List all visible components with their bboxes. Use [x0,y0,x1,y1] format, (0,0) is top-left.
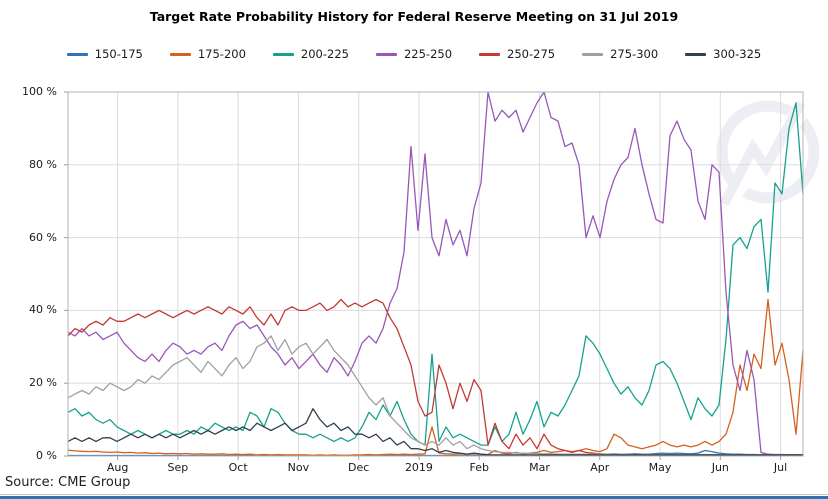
legend-item-150-175[interactable]: 150-175 [66,47,143,61]
page-title: Target Rate Probability History for Fede… [149,9,679,24]
x-axis-label: Apr [590,461,610,474]
plot-border [67,91,804,457]
x-axis-label: Jun [711,461,729,474]
legend-item-300-325[interactable]: 300-325 [685,47,761,61]
y-axis-tick-label: 20 % [29,376,57,390]
x-axis-label: Mar [529,461,550,474]
legend-swatch [272,52,294,56]
x-axis-label: Sep [167,461,189,474]
legend-item-175-200[interactable]: 175-200 [169,47,246,61]
legend-swatch [582,52,604,56]
x-axis-label: Aug [106,461,129,474]
legend-label: 175-200 [197,47,246,61]
y-axis-tick-label: 100 % [22,85,57,98]
series-line-225-250 [67,91,804,456]
legend-swatch [479,52,501,56]
legend-label: 200-225 [300,47,349,61]
legend-swatch [66,52,88,56]
x-axis-label: Jul [773,461,788,474]
legend-label: 225-250 [403,47,453,61]
legend-label: 150-175 [94,47,143,61]
legend-item-225-250[interactable]: 225-250 [375,47,453,61]
footer-divider [0,494,828,495]
legend-label: 250-275 [507,47,556,61]
legend-label: 300-325 [713,47,762,61]
legend-swatch [685,52,707,56]
bottom-accent-bar [0,496,828,499]
series-line-175-200 [67,298,804,456]
source-text: Source: CME Group [5,475,131,490]
legend-swatch [169,52,191,56]
x-axis-label: May [648,461,672,474]
y-axis-tick-label: 60 % [29,230,57,244]
x-axis-label: Oct [228,461,248,474]
y-axis-tick-label: 80 % [29,157,57,171]
legend: 150-175 175-200 200-225 225-250 250-275 275-3… [0,46,828,62]
y-axis-tick-label: 40 % [29,303,57,317]
x-axis-label: Dec [348,461,370,474]
x-axis-label: Feb [469,461,489,474]
legend-swatch [375,52,397,56]
legend-item-200-225[interactable]: 200-225 [272,47,349,61]
x-axis-label: 2019 [404,461,433,474]
y-axis-tick-label: 0 % [36,449,57,462]
x-axis-label: Nov [287,461,310,474]
legend-label: 275-300 [610,47,659,61]
legend-item-250-275[interactable]: 250-275 [479,47,555,61]
legend-item-275-300[interactable]: 275-300 [582,47,658,61]
series-line-300-325 [67,408,804,456]
